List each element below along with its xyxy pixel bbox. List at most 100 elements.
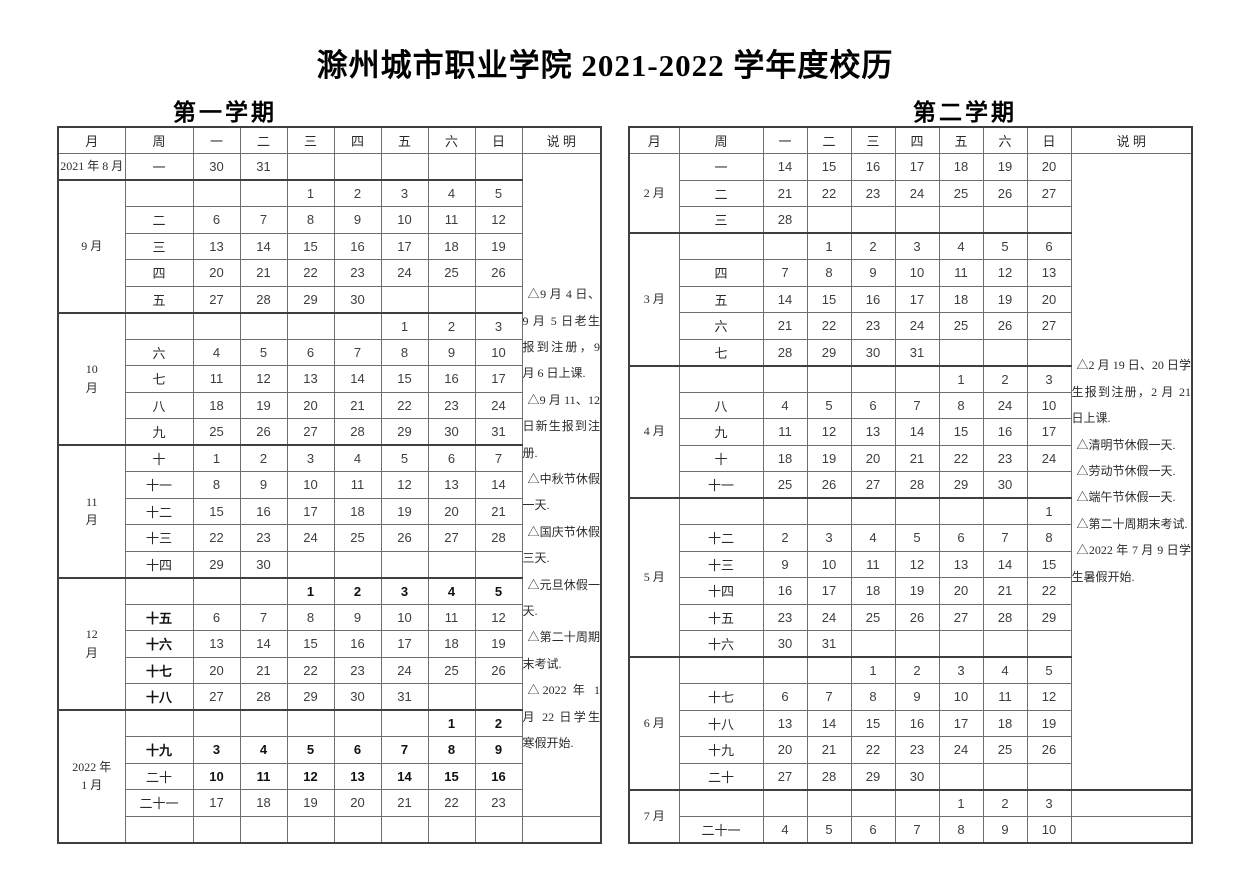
column-header: 五 [938,126,984,154]
day-cell: 7 [806,683,852,711]
day-cell: 12 [380,471,429,499]
day-cell: 31 [474,418,523,446]
day-cell: 10 [286,471,335,499]
day-cell: 22 [806,312,852,340]
day-cell: 8 [850,683,896,711]
day-cell: 22 [427,789,476,817]
week-number-cell [678,656,764,684]
day-cell: 5 [286,736,335,764]
day-cell: 27 [192,683,241,711]
day-cell: 3 [474,311,523,340]
day-cell [982,206,1028,234]
day-cell [380,153,429,181]
day-cell: 8 [427,736,476,764]
day-cell: 25 [762,471,808,499]
week-number-cell: 二 [124,206,194,234]
column-header: 五 [380,126,429,154]
day-cell: 21 [239,656,288,684]
day-cell: 5 [1026,656,1072,684]
week-number-cell: 四 [124,259,194,287]
day-cell: 29 [286,683,335,711]
week-number-cell: 九 [678,418,764,446]
week-number-cell: 七 [678,338,764,366]
column-header: 周 [678,126,764,154]
day-cell: 4 [333,444,382,472]
day-cell: 16 [333,232,382,260]
day-cell: 21 [333,391,382,419]
month-cell: 12 月 [57,576,126,711]
day-cell [762,788,808,817]
day-cell: 21 [982,577,1028,605]
day-cell: 24 [894,312,940,340]
day-cell: 14 [239,630,288,658]
day-cell: 23 [850,179,896,207]
day-cell [192,179,241,207]
day-cell: 7 [762,259,808,287]
day-cell: 30 [427,418,476,446]
day-cell: 24 [982,391,1028,419]
day-cell: 14 [894,418,940,446]
day-cell: 24 [286,524,335,552]
day-cell: 15 [806,153,852,181]
day-cell: 28 [894,471,940,499]
day-cell [427,285,476,313]
day-cell: 14 [762,153,808,181]
day-cell [1026,471,1072,499]
day-cell: 18 [938,153,984,181]
day-cell [474,683,523,711]
day-cell: 5 [894,524,940,552]
day-cell [380,709,429,737]
day-cell: 30 [982,471,1028,499]
day-cell: 17 [192,789,241,817]
day-cell [850,630,896,658]
day-cell: 17 [380,232,429,260]
week-number-cell: 二十 [124,762,194,790]
day-cell: 1 [938,788,984,817]
day-cell: 16 [894,709,940,737]
day-cell: 4 [762,391,808,419]
day-cell [192,311,241,340]
day-cell: 2 [333,576,382,605]
day-cell: 15 [192,497,241,525]
day-cell [982,762,1028,790]
day-cell: 21 [474,497,523,525]
day-cell: 23 [474,789,523,817]
day-cell: 7 [982,524,1028,552]
day-cell: 25 [938,312,984,340]
day-cell [938,206,984,234]
day-cell: 20 [286,391,335,419]
day-cell: 15 [938,418,984,446]
day-cell [806,656,852,684]
week-number-cell: 一 [124,153,194,181]
day-cell: 14 [982,550,1028,578]
column-header: 说 明 [1070,126,1193,154]
day-cell: 29 [850,762,896,790]
day-cell [1026,338,1072,366]
day-cell: 10 [1026,815,1072,843]
day-cell [239,179,288,207]
day-cell: 26 [474,656,523,684]
day-cell: 4 [427,179,476,207]
day-cell: 13 [192,232,241,260]
day-cell: 26 [894,603,940,631]
day-cell: 31 [380,683,429,711]
day-cell: 10 [938,683,984,711]
day-cell [286,311,335,340]
day-cell: 1 [427,709,476,737]
day-cell: 16 [850,153,896,181]
note-item: △端午节休假一天. [1076,490,1176,505]
week-number-cell: 十九 [678,736,764,764]
day-cell: 25 [333,524,382,552]
day-cell: 26 [1026,736,1072,764]
day-cell [239,311,288,340]
week-number-cell: 六 [124,338,194,366]
column-header: 六 [427,126,476,154]
day-cell: 13 [286,365,335,393]
day-cell: 28 [762,206,808,234]
week-number-cell: 十九 [124,736,194,764]
day-cell: 21 [762,179,808,207]
week-number-cell: 八 [678,391,764,419]
day-cell: 22 [380,391,429,419]
day-cell [850,206,896,234]
